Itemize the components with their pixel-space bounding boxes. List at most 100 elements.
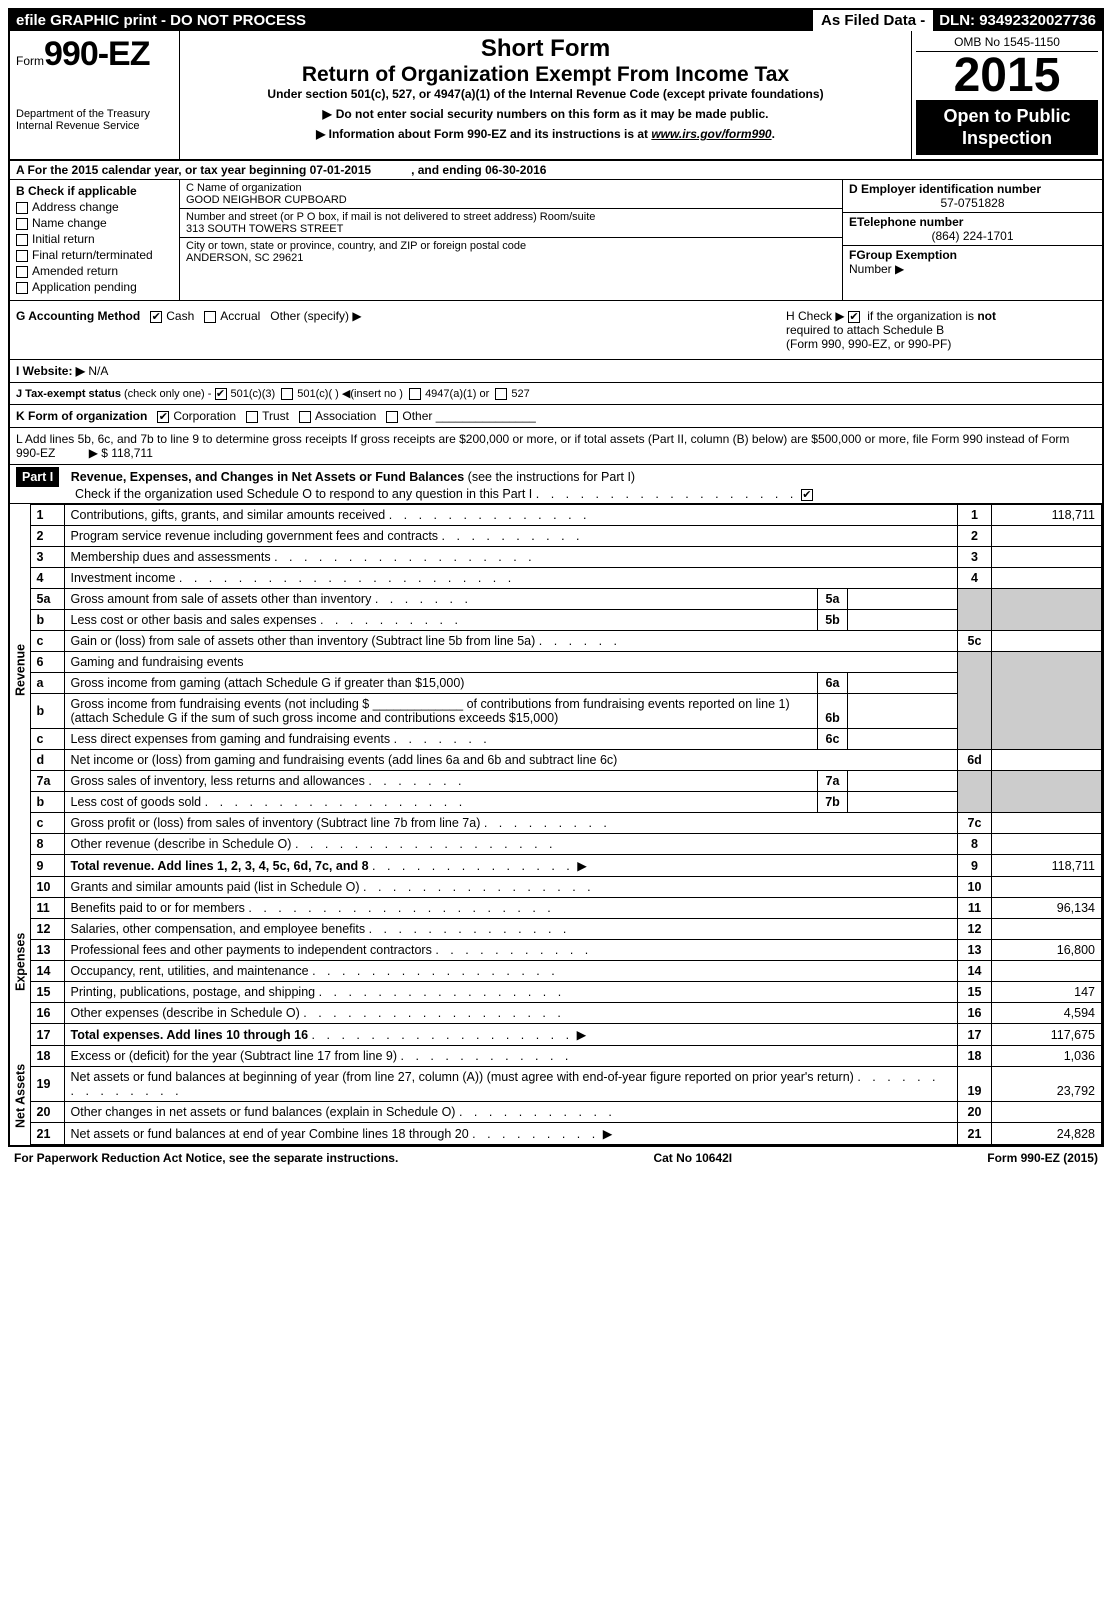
D-label: D Employer identification number bbox=[849, 182, 1096, 196]
line-19: 19Net assets or fund balances at beginni… bbox=[10, 1067, 1102, 1102]
chk-527[interactable] bbox=[495, 388, 507, 400]
dln-label: DLN: bbox=[939, 12, 975, 29]
row-A: A For the 2015 calendar year, or tax yea… bbox=[10, 161, 1102, 180]
form-title: Return of Organization Exempt From Incom… bbox=[186, 63, 905, 87]
chk-initial[interactable]: Initial return bbox=[16, 232, 173, 246]
line-13: 13Professional fees and other payments t… bbox=[10, 940, 1102, 961]
F-cell: FGroup Exemption Number ▶ bbox=[843, 246, 1102, 278]
chk-accrual[interactable] bbox=[204, 311, 216, 323]
chk-corp[interactable]: ✔ bbox=[157, 411, 169, 423]
C-city-cell: City or town, state or province, country… bbox=[180, 238, 842, 266]
org-city: ANDERSON, SC 29621 bbox=[186, 252, 836, 264]
chk-other[interactable] bbox=[386, 411, 398, 423]
row-K: K Form of organization ✔Corporation Trus… bbox=[10, 405, 1102, 428]
E-label: ETelephone number bbox=[849, 215, 1096, 229]
line-6c: cLess direct expenses from gaming and fu… bbox=[10, 729, 1102, 750]
form-number: Form990-EZ bbox=[16, 35, 173, 74]
line-20: 20Other changes in net assets or fund ba… bbox=[10, 1102, 1102, 1123]
col-DEF: D Employer identification number 57-0751… bbox=[842, 180, 1102, 300]
website-value: N/A bbox=[88, 364, 108, 378]
banner-left: efile GRAPHIC print - DO NOT PROCESS bbox=[10, 10, 813, 31]
chk-501c3[interactable]: ✔ bbox=[215, 388, 227, 400]
short-form-label: Short Form bbox=[186, 35, 905, 63]
ssn-warning: Do not enter social security numbers on … bbox=[186, 107, 905, 121]
line-5c: cGain or (loss) from sale of assets othe… bbox=[10, 631, 1102, 652]
dept-treasury: Department of the Treasury bbox=[16, 108, 173, 120]
L-amount: ▶ $ 118,711 bbox=[89, 446, 153, 460]
under-section: Under section 501(c), 527, or 4947(a)(1)… bbox=[186, 87, 905, 101]
line-15: 15Printing, publications, postage, and s… bbox=[10, 982, 1102, 1003]
col-B: B Check if applicable Address change Nam… bbox=[10, 180, 180, 300]
col-C: C Name of organization GOOD NEIGHBOR CUP… bbox=[180, 180, 842, 300]
line-12: 12Salaries, other compensation, and empl… bbox=[10, 919, 1102, 940]
line-16: 16Other expenses (describe in Schedule O… bbox=[10, 1003, 1102, 1024]
J-note: (check only one) - bbox=[124, 388, 211, 400]
line-7a: 7aGross sales of inventory, less returns… bbox=[10, 771, 1102, 792]
side-netassets: Net Assets bbox=[10, 1046, 30, 1145]
J-o1: 501(c)(3) bbox=[231, 388, 276, 400]
header-center: Short Form Return of Organization Exempt… bbox=[180, 31, 912, 159]
H-text4: (Form 990, 990-EZ, or 990-PF) bbox=[786, 337, 951, 351]
H-text2: if the organization is bbox=[867, 309, 974, 323]
dln-value: 93492320027736 bbox=[979, 12, 1096, 29]
irs-link[interactable]: www.irs.gov/form990 bbox=[651, 127, 771, 141]
chk-final[interactable]: Final return/terminated bbox=[16, 248, 173, 262]
F-label: FGroup Exemption bbox=[849, 248, 957, 262]
chk-address[interactable]: Address change bbox=[16, 200, 173, 214]
line-3: 3Membership dues and assessments . . . .… bbox=[10, 547, 1102, 568]
chk-H[interactable]: ✔ bbox=[848, 311, 860, 323]
J-o3: 4947(a)(1) or bbox=[425, 388, 489, 400]
chk-4947[interactable] bbox=[409, 388, 421, 400]
chk-partI-scheduleO[interactable]: ✔ bbox=[801, 489, 813, 501]
top-banner: efile GRAPHIC print - DO NOT PROCESS As … bbox=[10, 10, 1102, 31]
partI-note: (see the instructions for Part I) bbox=[468, 470, 635, 484]
row-L: L Add lines 5b, 6c, and 7b to line 9 to … bbox=[10, 428, 1102, 465]
partI-badge: Part I bbox=[16, 467, 59, 487]
chk-pending[interactable]: Application pending bbox=[16, 280, 173, 294]
L-text: L Add lines 5b, 6c, and 7b to line 9 to … bbox=[16, 432, 1069, 460]
line-10: Expenses10Grants and similar amounts pai… bbox=[10, 877, 1102, 898]
inspection-box: Open to Public Inspection bbox=[916, 100, 1098, 155]
dots-icon: . . . . . . . . . . . . . . . . . . bbox=[536, 487, 798, 501]
phone-value: (864) 224-1701 bbox=[849, 229, 1096, 243]
J-label: J Tax-exempt status bbox=[16, 388, 121, 400]
line-11: 11Benefits paid to or for members . . . … bbox=[10, 898, 1102, 919]
chk-amended[interactable]: Amended return bbox=[16, 264, 173, 278]
J-o4: 527 bbox=[511, 388, 529, 400]
line-2: 2Program service revenue including gover… bbox=[10, 526, 1102, 547]
chk-trust[interactable] bbox=[246, 411, 258, 423]
line-6d: dNet income or (loss) from gaming and fu… bbox=[10, 750, 1102, 771]
tax-year: 2015 bbox=[916, 52, 1098, 100]
info-prefix: Information about Form 990-EZ and its in… bbox=[329, 127, 652, 141]
footer-left: For Paperwork Reduction Act Notice, see … bbox=[14, 1151, 398, 1165]
form-990ez: efile GRAPHIC print - DO NOT PROCESS As … bbox=[8, 8, 1104, 1147]
chk-501c[interactable] bbox=[281, 388, 293, 400]
org-street: 313 SOUTH TOWERS STREET bbox=[186, 223, 836, 235]
lines-table: Revenue 1 Contributions, gifts, grants, … bbox=[10, 504, 1102, 1145]
line-14: 14Occupancy, rent, utilities, and mainte… bbox=[10, 961, 1102, 982]
partI-title: Revenue, Expenses, and Changes in Net As… bbox=[71, 470, 464, 484]
org-name: GOOD NEIGHBOR CUPBOARD bbox=[186, 194, 836, 206]
chk-cash[interactable]: ✔ bbox=[150, 311, 162, 323]
side-expenses: Expenses bbox=[10, 877, 30, 1046]
header-row: Form990-EZ Department of the Treasury In… bbox=[10, 31, 1102, 161]
chk-assoc[interactable] bbox=[299, 411, 311, 423]
line-5a: 5aGross amount from sale of assets other… bbox=[10, 589, 1102, 610]
form-number-big: 990-EZ bbox=[44, 35, 150, 73]
B-label: B Check if applicable bbox=[16, 184, 173, 198]
row-I: I Website: ▶ N/A bbox=[10, 360, 1102, 383]
chk-name[interactable]: Name change bbox=[16, 216, 173, 230]
C-street-label: Number and street (or P O box, if mail i… bbox=[186, 211, 836, 223]
footer-mid: Cat No 10642I bbox=[653, 1151, 732, 1165]
C-name-cell: C Name of organization GOOD NEIGHBOR CUP… bbox=[180, 180, 842, 209]
J-o2: 501(c)( ) bbox=[297, 388, 339, 400]
C-name-label: C Name of organization bbox=[186, 182, 836, 194]
J-o2b: ◀(insert no ) bbox=[342, 388, 403, 400]
K-label: K Form of organization bbox=[16, 409, 147, 423]
G-cash: Cash bbox=[166, 309, 194, 323]
C-street-cell: Number and street (or P O box, if mail i… bbox=[180, 209, 842, 238]
row-J: J Tax-exempt status (check only one) - ✔… bbox=[10, 383, 1102, 405]
line-6a: aGross income from gaming (attach Schedu… bbox=[10, 673, 1102, 694]
row-G: G Accounting Method ✔Cash Accrual Other … bbox=[10, 301, 1102, 360]
info-line: ▶ Information about Form 990-EZ and its … bbox=[186, 127, 905, 141]
